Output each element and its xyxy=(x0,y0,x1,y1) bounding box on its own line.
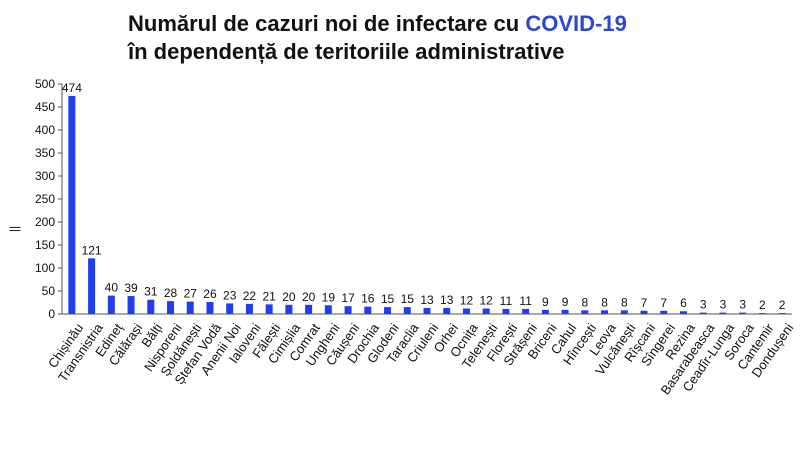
data-label: 15 xyxy=(381,292,395,306)
data-label: 6 xyxy=(680,296,687,310)
bar xyxy=(245,303,253,314)
data-label: 8 xyxy=(621,295,628,309)
bar xyxy=(107,295,115,314)
data-label: 12 xyxy=(480,293,494,307)
bar xyxy=(739,312,747,314)
data-label: 3 xyxy=(739,298,746,312)
data-label: 23 xyxy=(223,288,237,302)
bar xyxy=(679,311,687,314)
bar xyxy=(364,306,372,314)
y-tick-label: 0 xyxy=(48,307,55,321)
y-tick-label: 200 xyxy=(35,215,55,229)
chart-title: Numărul de cazuri noi de infectare cu CO… xyxy=(128,10,627,66)
chart-title-line-2: în dependență de teritoriile administrat… xyxy=(128,39,565,64)
y-axis: 0 50 100 150 200 250 300 350 400 450 500 xyxy=(35,77,63,321)
y-tick-label: 250 xyxy=(35,192,55,206)
data-label: 13 xyxy=(440,293,454,307)
bar xyxy=(482,308,490,314)
bar xyxy=(502,308,510,314)
data-label: 21 xyxy=(262,289,276,303)
data-label: 8 xyxy=(601,295,608,309)
bars xyxy=(68,95,786,315)
data-label: 7 xyxy=(660,296,667,310)
data-label: 22 xyxy=(243,289,257,303)
data-label: 9 xyxy=(542,295,549,309)
y-tick-label: 350 xyxy=(35,146,55,160)
chart-title-accent: COVID-19 xyxy=(525,11,627,36)
bar xyxy=(522,308,530,314)
bar xyxy=(88,258,96,314)
bar xyxy=(206,302,214,314)
data-label: 9 xyxy=(562,295,569,309)
data-label: 7 xyxy=(641,296,648,310)
y-tick-label: 500 xyxy=(35,77,55,91)
y-tick-label: 150 xyxy=(35,238,55,252)
data-label: 11 xyxy=(519,294,532,308)
data-label: 26 xyxy=(203,287,217,301)
bar xyxy=(620,310,628,314)
data-label: 27 xyxy=(184,287,198,301)
data-label: 11 xyxy=(500,294,513,308)
data-label: 12 xyxy=(460,293,474,307)
bar xyxy=(305,304,313,314)
bar xyxy=(285,304,293,314)
bar xyxy=(660,310,668,314)
chart-title-line-1: Numărul de cazuri noi de infectare cu CO… xyxy=(128,10,627,38)
data-label: 3 xyxy=(700,298,707,312)
bar xyxy=(324,305,332,314)
data-label: 20 xyxy=(282,290,296,304)
bar xyxy=(541,309,549,314)
bar xyxy=(384,307,392,314)
bar xyxy=(147,299,155,314)
bar xyxy=(561,309,569,314)
data-label: 121 xyxy=(82,243,102,257)
bar xyxy=(699,312,707,314)
data-label: 3 xyxy=(720,298,727,312)
data-label: 40 xyxy=(105,281,119,295)
y-axis-label: || xyxy=(7,226,21,232)
bar xyxy=(68,95,76,315)
data-label: 31 xyxy=(144,285,158,299)
bar xyxy=(423,308,431,314)
data-label: 39 xyxy=(124,281,138,295)
data-label: 28 xyxy=(164,286,178,300)
data-label: 20 xyxy=(302,290,316,304)
data-label: 13 xyxy=(420,293,434,307)
data-label: 2 xyxy=(779,298,786,312)
y-tick-label: 400 xyxy=(35,123,55,137)
bar xyxy=(601,310,609,314)
bar xyxy=(344,306,352,314)
x-tick-labels: ChișinăuTransnistriaEdinețCălărașiBălțiN… xyxy=(45,320,797,397)
data-label: 19 xyxy=(322,290,336,304)
data-label: 17 xyxy=(341,291,355,305)
y-tick-label: 450 xyxy=(35,100,55,114)
bar xyxy=(581,310,589,314)
y-tick-label: 50 xyxy=(42,284,56,298)
y-tick-label: 100 xyxy=(35,261,55,275)
data-label: 474 xyxy=(62,81,82,95)
bar xyxy=(403,307,411,314)
bar xyxy=(462,308,470,314)
data-label: 16 xyxy=(361,292,375,306)
bar xyxy=(758,313,766,314)
bar xyxy=(443,308,451,314)
bar xyxy=(778,313,786,314)
y-tick-label: 300 xyxy=(35,169,55,183)
chart-title-part-1: Numărul de cazuri noi de infectare cu xyxy=(128,11,526,36)
bar xyxy=(226,303,234,314)
bar xyxy=(127,296,135,314)
bar xyxy=(719,312,727,314)
data-label: 8 xyxy=(581,295,588,309)
data-label: 15 xyxy=(401,292,415,306)
bar xyxy=(167,301,175,314)
bar xyxy=(186,301,194,314)
bar xyxy=(640,310,648,314)
data-label: 2 xyxy=(759,298,766,312)
bar xyxy=(265,304,273,314)
